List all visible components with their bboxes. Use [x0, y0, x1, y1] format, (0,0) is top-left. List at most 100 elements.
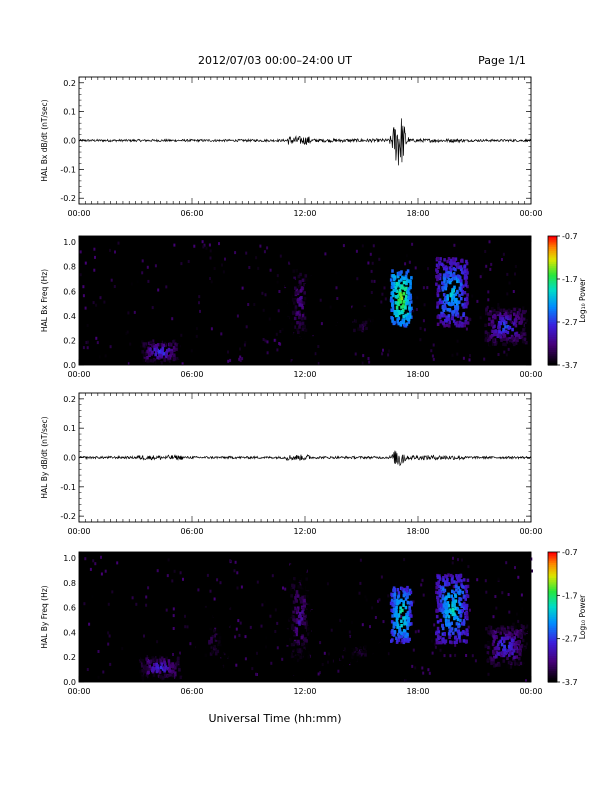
- spectrogram-cell: [345, 661, 348, 666]
- spectrogram-cell: [449, 293, 453, 297]
- spectrogram-cell: [275, 332, 278, 336]
- spectrogram-cell: [139, 345, 143, 349]
- spectrogram-cell: [334, 325, 338, 330]
- spectrogram-cell: [171, 579, 174, 583]
- colorbar-swatch: [548, 554, 557, 557]
- spectrogram-cell: [491, 307, 494, 311]
- spectrogram-cell: [157, 356, 161, 360]
- spectrogram-cell: [309, 564, 312, 568]
- spectrogram-cell: [303, 350, 306, 354]
- spectrogram-cell: [469, 318, 472, 322]
- spectrogram-cell: [361, 309, 364, 313]
- spectrogram-cell: [452, 556, 454, 560]
- spectrogram-cell: [384, 636, 387, 640]
- spectrogram-cell: [371, 640, 374, 644]
- spectrogram-cell: [327, 652, 330, 656]
- spectrogram-cell: [447, 604, 451, 608]
- y-tick-label: 0.8: [63, 579, 76, 588]
- y-tick-label: 0.8: [63, 263, 76, 272]
- spectrogram-cell: [303, 676, 306, 680]
- spectrogram-cell: [224, 672, 227, 677]
- colorbar-swatch: [548, 356, 557, 360]
- spectrogram-cell: [517, 575, 520, 579]
- spectrogram-cell: [214, 623, 218, 627]
- spectrogram-cell: [509, 651, 512, 655]
- spectrogram-cell: [142, 358, 146, 363]
- spectrogram-cell: [173, 569, 176, 573]
- spectrogram-cell: [361, 313, 364, 317]
- spectrogram-cell: [276, 646, 279, 650]
- spectrogram-cell: [309, 558, 313, 562]
- spectrogram-cell: [95, 336, 98, 340]
- page-indicator: Page 1/1: [478, 54, 526, 67]
- spectrogram-cell: [262, 338, 265, 341]
- spectrogram-cell: [310, 567, 313, 571]
- spectrogram-cell: [88, 622, 91, 626]
- spectrogram-cell: [436, 591, 440, 595]
- spectrogram-cell: [363, 662, 366, 666]
- spectrogram-cell: [419, 326, 422, 330]
- spectrogram-cell: [410, 603, 413, 607]
- spectrogram-cell: [458, 639, 462, 643]
- spectrogram-cell: [249, 625, 252, 629]
- spectrogram-cell: [291, 307, 294, 311]
- figure-title: 2012/07/03 00:00–24:00 UT: [198, 54, 352, 67]
- spectrogram-cell: [368, 360, 371, 364]
- spectrogram-cell: [512, 649, 516, 653]
- y-tick-label: 0.2: [63, 336, 76, 345]
- spectrogram-cell: [196, 656, 200, 661]
- spectrogram-cell: [460, 603, 464, 607]
- spectrogram-cell: [285, 657, 289, 661]
- spectrogram-cell: [203, 243, 206, 247]
- spectrogram-cell: [308, 626, 312, 630]
- spectrogram-cell: [182, 577, 184, 581]
- spectrogram-cell: [305, 322, 309, 326]
- spectrogram-cell: [302, 607, 305, 612]
- spectrogram-cell: [463, 323, 466, 328]
- spectrogram-cell: [176, 341, 179, 345]
- spectrogram-cell: [226, 612, 229, 616]
- spectrogram-cell: [238, 633, 241, 637]
- spectrogram-cell: [523, 339, 527, 343]
- spectrogram-cell: [452, 272, 456, 276]
- spectrogram-cell: [293, 301, 296, 305]
- spectrogram-cell: [462, 604, 466, 608]
- spectrogram-cell: [293, 570, 297, 574]
- spectrogram-cell: [286, 282, 290, 286]
- spectrogram-cell: [217, 643, 220, 647]
- spectrogram-cell: [402, 588, 405, 593]
- spectrogram-cell: [301, 249, 304, 253]
- spectrogram-cell: [223, 652, 226, 656]
- spectrogram-cell: [453, 276, 456, 281]
- spectrogram-cell: [300, 571, 303, 575]
- spectrogram-cell: [361, 664, 364, 668]
- spectrogram-cell: [507, 649, 510, 653]
- spectrogram-cell: [443, 276, 447, 281]
- spectrogram-cell: [298, 313, 301, 317]
- spectrogram-cell: [290, 283, 293, 287]
- spectrogram-cell: [408, 637, 411, 642]
- spectrogram-cell: [163, 669, 166, 673]
- spectrogram-cell: [400, 310, 404, 315]
- spectrogram-cell: [176, 357, 180, 361]
- spectrogram-cell: [225, 651, 229, 655]
- spectrogram-cell: [303, 662, 306, 666]
- spectrogram-cell: [127, 311, 130, 315]
- spectrogram-cell: [199, 630, 202, 635]
- spectrogram-cell: [291, 652, 294, 656]
- spectrogram-cell: [177, 359, 180, 364]
- spectrogram-cell: [464, 584, 468, 589]
- spectrogram-cell: [399, 610, 402, 614]
- spectrogram-cell: [295, 555, 298, 559]
- spectrogram-cell: [222, 285, 225, 288]
- spectrogram-cell: [361, 659, 364, 663]
- spectrogram-cell: [311, 660, 314, 664]
- colorbar-swatch: [548, 285, 557, 289]
- spectrogram-cell: [211, 650, 214, 654]
- spectrogram-cell: [266, 351, 269, 355]
- spectrogram-cell: [211, 635, 215, 639]
- spectrogram-cell: [310, 291, 313, 295]
- spectrogram-cell: [376, 316, 379, 320]
- spectrogram-cell: [196, 640, 199, 644]
